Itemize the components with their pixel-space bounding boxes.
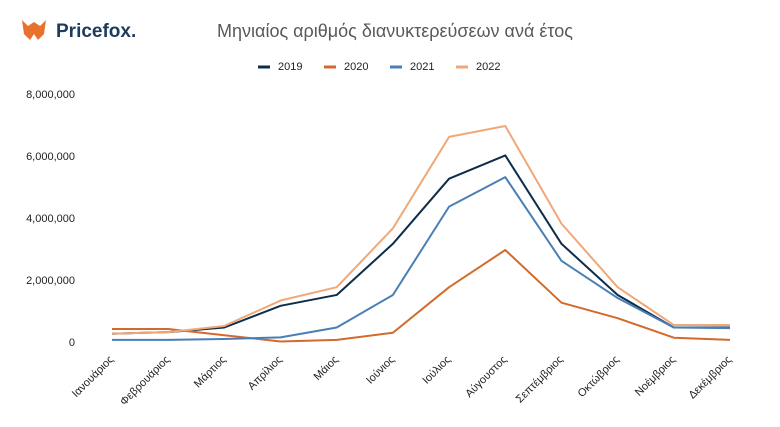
x-tick-label: Αύγουστος: [463, 354, 509, 400]
series-line: [111, 154, 730, 335]
logo-icon: [22, 20, 46, 40]
y-tick-label: 8,000,000: [26, 89, 75, 101]
legend-label: 2020: [344, 61, 368, 73]
series-line: [111, 125, 730, 335]
x-tick-label: Ιούνιος: [364, 354, 397, 387]
x-tick-label: Δεκέμβριος: [686, 354, 734, 402]
x-tick-label: Φεβρουάριος: [118, 354, 172, 408]
series-line: [112, 176, 731, 341]
x-tick-label: Οκτώβριος: [576, 354, 622, 400]
legend-label: 2019: [278, 61, 302, 73]
x-tick-label: Ιούλιος: [420, 354, 453, 387]
x-tick-label: Μάιος: [312, 354, 341, 383]
x-tick-label: Ιανουάριος: [70, 354, 116, 400]
y-tick-label: 0: [69, 337, 75, 349]
x-tick-label: Νοέμβριος: [633, 354, 678, 399]
y-tick-label: 6,000,000: [26, 151, 75, 163]
x-tick-label: Σεπτέμβριος: [514, 354, 566, 406]
series-line: [112, 249, 731, 343]
chart-title: Μηνιαίος αριθμός διανυκτερεύσεων ανά έτο…: [217, 21, 573, 41]
x-tick-label: Μάρτιος: [192, 354, 229, 391]
brand-logo: Pricefox.: [56, 21, 136, 42]
y-tick-label: 4,000,000: [26, 213, 75, 225]
y-tick-label: 2,000,000: [26, 275, 75, 287]
x-tick-label: Απρίλιος: [246, 354, 285, 393]
legend-label: 2021: [410, 61, 434, 73]
legend-label: 2022: [476, 61, 500, 73]
